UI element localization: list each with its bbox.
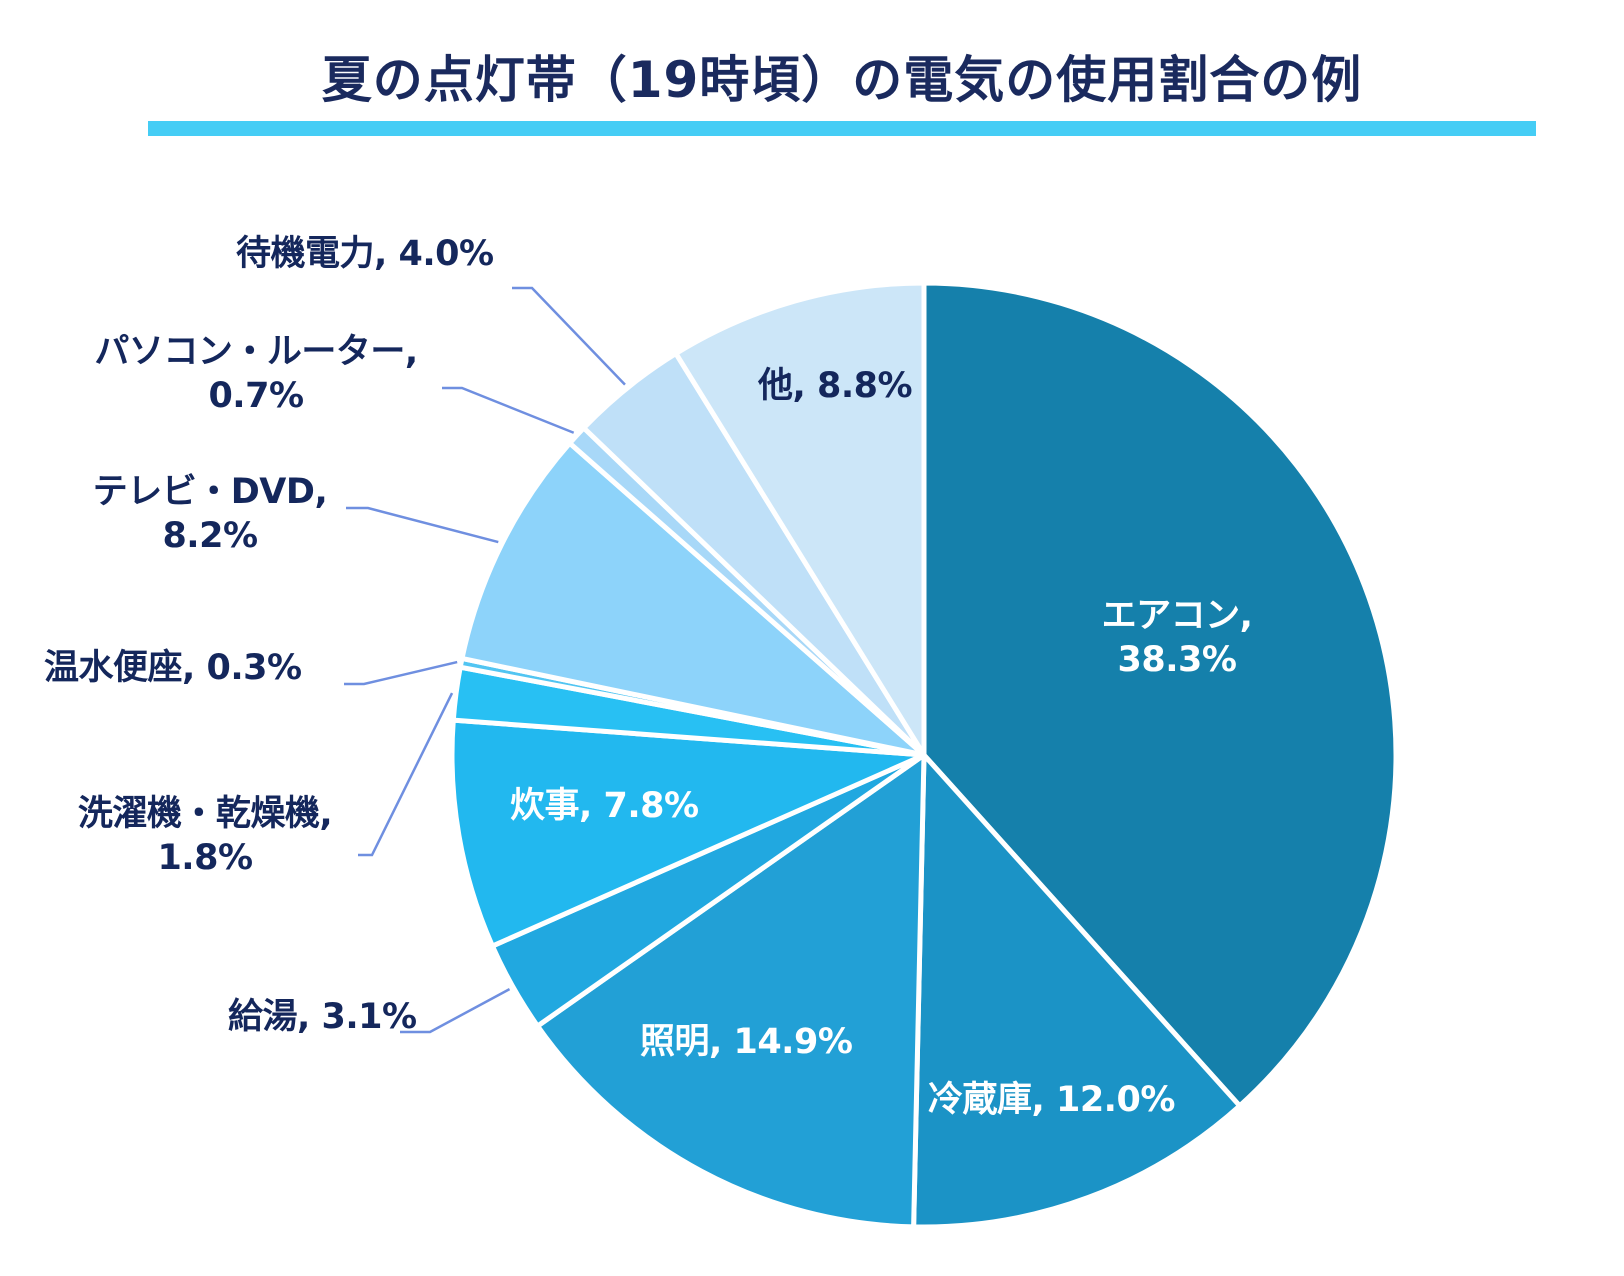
slice-label-pc-value: 0.7% xyxy=(208,376,304,416)
slice-label-other: 他, 8.8% xyxy=(758,364,928,408)
slice-label-cooking-text: 炊事, 7.8% xyxy=(510,786,699,826)
slice-label-cooking: 炊事, 7.8% xyxy=(510,784,730,828)
slice-label-pc: パソコン・ルーター, 0.7% xyxy=(56,330,456,418)
slice-label-aircon: エアコン, 38.3% xyxy=(1052,594,1302,682)
slice-label-lighting: 照明, 14.9% xyxy=(640,1020,890,1064)
slice-label-fridge: 冷蔵庫, 12.0% xyxy=(928,1078,1208,1122)
title-underline xyxy=(148,121,1536,136)
slice-label-aircon-value: 38.3% xyxy=(1117,640,1237,680)
pie-slice-aircon xyxy=(921,280,1399,1109)
slice-label-lighting-text: 照明, 14.9% xyxy=(640,1022,853,1062)
pie-slice-lighting xyxy=(535,752,927,1230)
slice-label-toilet-text: 温水便座, 0.3% xyxy=(44,648,302,688)
pie-slice-fridge xyxy=(911,752,1243,1230)
slice-label-hot-water: 給湯, 3.1% xyxy=(228,995,448,1039)
chart-title: 夏の点灯帯（19時頃）の電気の使用割合の例 xyxy=(321,51,1363,109)
slice-label-standby-text: 待機電力, 4.0% xyxy=(236,234,494,274)
leader-line-hot-water xyxy=(400,988,511,1034)
pie-slice-other xyxy=(673,280,927,758)
slice-label-pc-name: パソコン・ルーター, xyxy=(94,332,418,372)
pie-slice-cooking xyxy=(449,717,927,949)
slice-label-tv-value: 8.2% xyxy=(162,516,258,556)
slice-label-toilet: 温水便座, 0.3% xyxy=(44,646,344,690)
leader-line-standby xyxy=(512,286,626,386)
slice-label-washer-name: 洗濯機・乾燥機, xyxy=(77,794,333,834)
slice-label-washer: 洗濯機・乾燥機, 1.8% xyxy=(30,792,380,880)
slice-label-other-text: 他, 8.8% xyxy=(758,366,913,406)
leader-line-toilet xyxy=(344,660,458,686)
slice-label-fridge-text: 冷蔵庫, 12.0% xyxy=(928,1080,1175,1120)
pie-slice-tv xyxy=(459,440,927,758)
leader-line-pc xyxy=(442,386,575,434)
slice-label-tv: テレビ・DVD, 8.2% xyxy=(60,470,360,558)
leader-line-washer xyxy=(358,692,454,857)
slice-label-hot-water-text: 給湯, 3.1% xyxy=(228,997,417,1037)
slice-label-standby: 待機電力, 4.0% xyxy=(236,232,536,276)
slice-label-washer-value: 1.8% xyxy=(157,838,253,878)
leader-line-tv xyxy=(346,506,499,544)
slice-label-tv-name: テレビ・DVD, xyxy=(92,472,328,512)
slice-label-aircon-name: エアコン, xyxy=(1101,596,1253,636)
